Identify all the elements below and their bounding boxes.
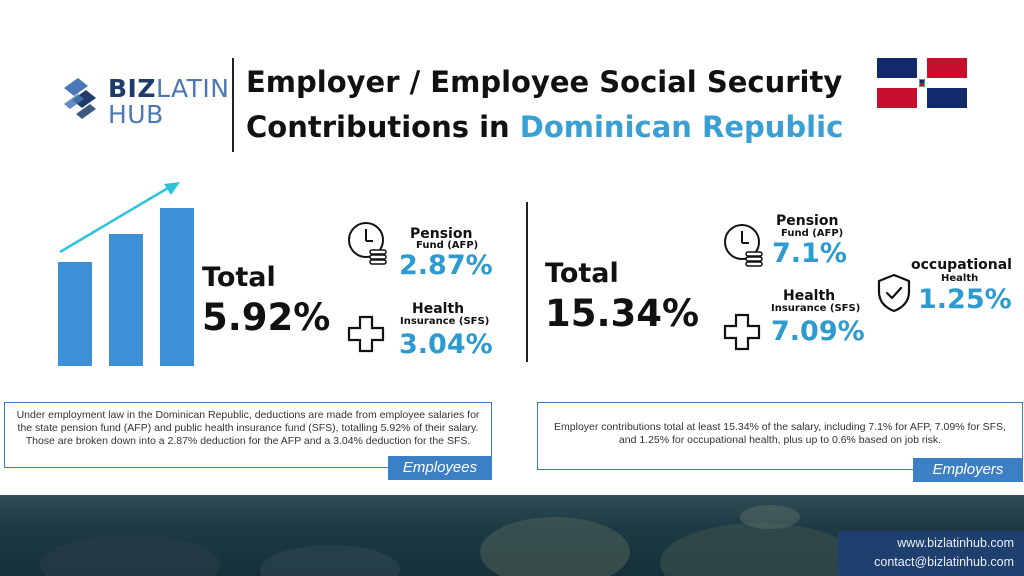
employer-pension-title: Pension [776, 213, 839, 229]
bottom-banner-image [0, 495, 1024, 576]
employer-occupational-value: 1.25% [918, 284, 1012, 315]
website-link[interactable]: www.bizlatinhub.com [897, 536, 1014, 550]
logo-mark-icon [64, 78, 96, 119]
bar-1 [58, 262, 92, 366]
employer-occupational-title: occupational [911, 257, 1012, 273]
employer-health-value: 7.09% [771, 316, 865, 347]
clock-coins-icon [348, 222, 387, 265]
bar-3 [160, 208, 194, 366]
employee-pension-title: Pension [410, 226, 473, 242]
clock-coins-icon [724, 224, 763, 267]
title-line-1: Employer / Employee Social Security [246, 65, 843, 99]
title-line-2-prefix: Contributions in [246, 110, 520, 144]
section-divider [526, 202, 528, 362]
logo-hub: HUB [108, 100, 164, 129]
trend-arrow-head [164, 182, 180, 195]
employee-health-value: 3.04% [399, 329, 493, 360]
growth-bars-icon [58, 182, 194, 366]
title-line-2: Contributions in Dominican Republic [246, 105, 843, 150]
employee-health-title: Health [412, 301, 465, 317]
bar-2 [109, 234, 143, 366]
employer-pension-subtitle: Fund (AFP) [781, 228, 844, 239]
employer-pension-value: 7.1% [772, 238, 847, 269]
employees-tag: Employees [388, 456, 492, 480]
logo-text-top: BIZLATIN [108, 74, 230, 103]
bizlatinhub-logo: BIZLATIN HUB [58, 68, 230, 129]
shield-check-icon [877, 273, 911, 313]
dominican-flag-icon [877, 58, 967, 108]
trend-arrow-line [59, 186, 169, 254]
title-country: Dominican Republic [519, 110, 844, 144]
health-cross-icon [723, 313, 761, 351]
employees-total-value: 5.92% [202, 296, 331, 339]
employees-description: Under employment law in the Dominican Re… [16, 409, 480, 447]
employer-health-title: Health [783, 288, 836, 304]
employers-description: Employer contributions total at least 15… [554, 421, 1006, 446]
employers-tag: Employers [913, 458, 1023, 482]
employers-total-value: 15.34% [545, 292, 700, 335]
employee-pension-subtitle: Fund (AFP) [416, 240, 479, 251]
employers-total-label: Total [545, 258, 619, 289]
email-link[interactable]: contact@bizlatinhub.com [874, 555, 1014, 569]
employer-occupational-subtitle: Health [941, 273, 979, 284]
employer-health-subtitle: Insurance (SFS) [771, 303, 861, 314]
logo-biz: BIZ [108, 74, 156, 103]
page-title: Employer / Employee Social Security Cont… [246, 60, 843, 150]
contact-box: www.bizlatinhub.com contact@bizlatinhub.… [838, 531, 1024, 576]
employees-total-label: Total [202, 262, 276, 293]
header-divider [232, 58, 234, 152]
health-cross-icon [347, 315, 385, 353]
logo-latin: LATIN [155, 74, 230, 103]
employee-pension-value: 2.87% [399, 250, 493, 281]
employee-health-subtitle: Insurance (SFS) [400, 316, 490, 327]
